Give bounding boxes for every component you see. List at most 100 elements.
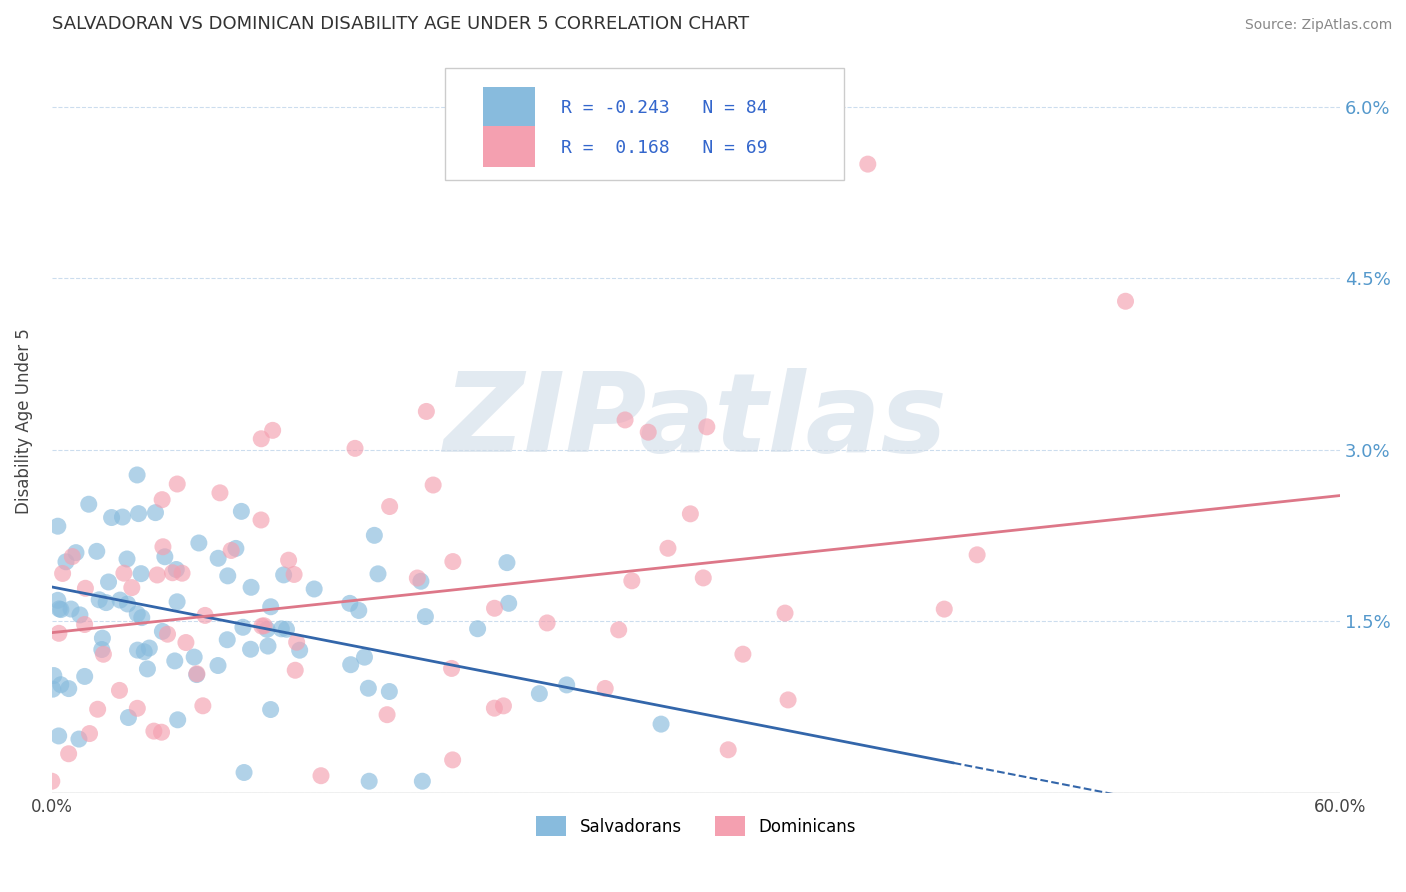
Point xyxy=(65,546,87,560)
Point xyxy=(48,626,70,640)
Point xyxy=(89,592,111,607)
Point xyxy=(239,642,262,657)
Point xyxy=(91,631,114,645)
Point xyxy=(131,610,153,624)
Point xyxy=(240,580,263,594)
Point xyxy=(406,571,429,585)
Point xyxy=(52,566,75,581)
Point xyxy=(492,698,515,713)
Point xyxy=(309,769,332,783)
Point xyxy=(288,643,311,657)
Point xyxy=(555,678,578,692)
Text: SALVADORAN VS DOMINICAN DISABILITY AGE UNDER 5 CORRELATION CHART: SALVADORAN VS DOMINICAN DISABILITY AGE U… xyxy=(52,15,749,33)
Point xyxy=(117,710,139,724)
Point xyxy=(73,669,96,683)
FancyBboxPatch shape xyxy=(444,69,844,180)
Point xyxy=(48,729,70,743)
Point xyxy=(117,597,139,611)
Point xyxy=(339,596,361,610)
Point xyxy=(174,635,197,649)
Point xyxy=(163,654,186,668)
Point xyxy=(273,568,295,582)
Point xyxy=(441,555,464,569)
Point xyxy=(415,609,437,624)
Point xyxy=(183,650,205,665)
Point xyxy=(607,623,630,637)
Point xyxy=(129,566,152,581)
Point xyxy=(529,687,551,701)
Point xyxy=(1115,294,1137,309)
Point xyxy=(42,682,65,697)
Point xyxy=(347,603,370,617)
Point xyxy=(375,707,398,722)
Point xyxy=(679,507,702,521)
Point xyxy=(253,619,276,633)
Point xyxy=(115,552,138,566)
Point xyxy=(150,624,173,639)
Point xyxy=(260,599,283,614)
Point xyxy=(79,726,101,740)
Legend: Salvadorans, Dominicans: Salvadorans, Dominicans xyxy=(536,816,856,837)
Point xyxy=(232,620,254,634)
Point xyxy=(614,413,637,427)
FancyBboxPatch shape xyxy=(484,127,534,167)
Point xyxy=(225,541,247,556)
Point xyxy=(285,635,308,649)
Point xyxy=(41,774,63,789)
Point xyxy=(145,506,167,520)
Point xyxy=(217,632,239,647)
Point xyxy=(58,747,80,761)
Point xyxy=(593,681,616,696)
Point xyxy=(378,500,401,514)
Point xyxy=(731,647,754,661)
Point xyxy=(250,513,273,527)
Point xyxy=(128,507,150,521)
Point xyxy=(146,568,169,582)
Point xyxy=(136,662,159,676)
Point xyxy=(415,404,437,418)
Point xyxy=(134,645,156,659)
Point xyxy=(127,467,149,482)
Point xyxy=(284,663,307,677)
Point xyxy=(97,574,120,589)
Point xyxy=(194,608,217,623)
Point xyxy=(152,540,174,554)
Point xyxy=(207,551,229,566)
Point xyxy=(60,602,83,616)
Point xyxy=(257,639,280,653)
Point xyxy=(100,510,122,524)
Point xyxy=(166,477,188,491)
Point xyxy=(73,617,96,632)
Text: ZIPatlas: ZIPatlas xyxy=(444,368,948,475)
Point xyxy=(55,555,77,569)
Point xyxy=(256,623,278,637)
Point xyxy=(191,698,214,713)
Point xyxy=(49,678,72,692)
Point xyxy=(86,544,108,558)
Point xyxy=(112,566,135,581)
Point xyxy=(48,602,70,616)
Text: R = -0.243   N = 84: R = -0.243 N = 84 xyxy=(561,99,768,117)
Point xyxy=(86,702,108,716)
Point xyxy=(156,627,179,641)
Point xyxy=(42,668,65,682)
Point xyxy=(138,641,160,656)
Point xyxy=(231,504,253,518)
Point xyxy=(219,543,242,558)
Point xyxy=(69,607,91,622)
Point xyxy=(93,647,115,661)
Point xyxy=(108,593,131,607)
Point xyxy=(363,528,385,542)
Point xyxy=(411,774,433,789)
Point xyxy=(75,582,97,596)
Point xyxy=(422,478,444,492)
Point xyxy=(717,743,740,757)
Point xyxy=(153,549,176,564)
Point xyxy=(778,693,800,707)
Point xyxy=(856,157,879,171)
Text: R =  0.168   N = 69: R = 0.168 N = 69 xyxy=(561,139,768,157)
Point xyxy=(142,724,165,739)
Point xyxy=(302,582,325,596)
Point xyxy=(262,423,284,437)
Point xyxy=(186,667,208,681)
